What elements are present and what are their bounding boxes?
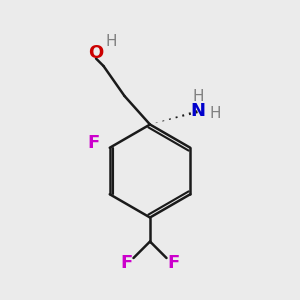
- Text: F: F: [87, 134, 99, 152]
- Text: H: H: [192, 89, 204, 104]
- Text: F: F: [167, 254, 179, 272]
- Text: H: H: [209, 106, 221, 121]
- Text: H: H: [106, 34, 117, 49]
- Text: N: N: [190, 102, 206, 120]
- Text: O: O: [88, 44, 104, 62]
- Text: F: F: [121, 254, 133, 272]
